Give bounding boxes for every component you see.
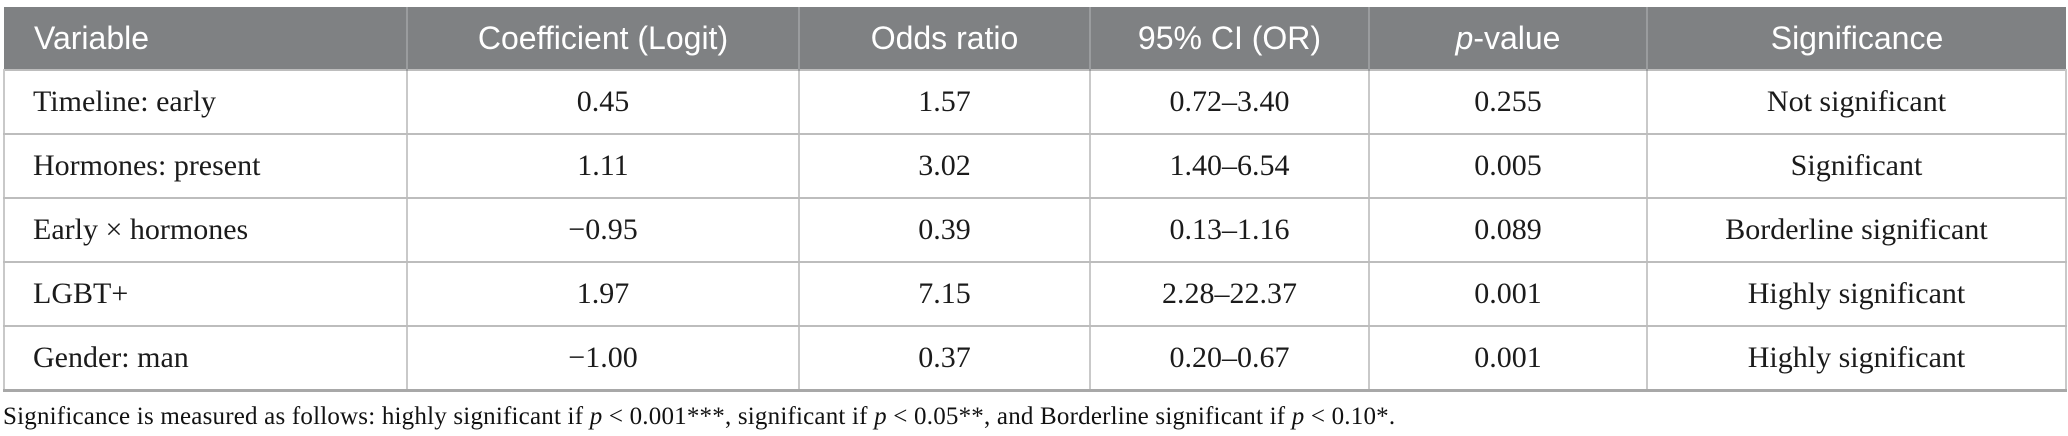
cell-ci: 1.40–6.54 — [1089, 133, 1370, 199]
cell-significance: Highly significant — [1646, 325, 2067, 392]
cell-p-value: 0.089 — [1368, 197, 1648, 263]
column-header-ci: 95% CI (OR) — [1089, 7, 1369, 70]
cell-variable: Timeline: early — [3, 69, 408, 135]
cell-coefficient: 1.11 — [406, 133, 800, 199]
logistic-regression-results-table: Variable Coefficient (Logit) Odds ratio … — [3, 7, 2067, 392]
column-header-p-value: p-value — [1368, 7, 1647, 70]
cell-variable: Gender: man — [3, 325, 408, 392]
cell-odds-ratio: 1.57 — [798, 69, 1091, 135]
p-value-italic-p: p — [1455, 19, 1474, 56]
column-header-variable: Variable — [4, 7, 407, 70]
table-row: Early × hormones −0.95 0.39 0.13–1.16 0.… — [3, 197, 2067, 263]
cell-coefficient: −0.95 — [406, 197, 800, 263]
table-row: Hormones: present 1.11 3.02 1.40–6.54 0.… — [3, 133, 2067, 199]
cell-ci: 0.72–3.40 — [1089, 69, 1370, 135]
cell-ci: 0.13–1.16 — [1089, 197, 1370, 263]
cell-significance: Borderline significant — [1646, 197, 2067, 263]
footnote-text: < 0.10*. — [1304, 403, 1396, 430]
cell-variable: Early × hormones — [3, 197, 408, 263]
table-header-row: Variable Coefficient (Logit) Odds ratio … — [4, 7, 2066, 70]
cell-p-value: 0.001 — [1368, 261, 1648, 327]
p-value-suffix: -value — [1473, 19, 1561, 56]
footnote-text: < 0.001***, significant if — [602, 403, 875, 430]
cell-coefficient: 0.45 — [406, 69, 800, 135]
cell-odds-ratio: 0.37 — [798, 325, 1091, 392]
cell-significance: Highly significant — [1646, 261, 2067, 327]
cell-coefficient: −1.00 — [406, 325, 800, 392]
cell-p-value: 0.255 — [1368, 69, 1648, 135]
table-row: Timeline: early 0.45 1.57 0.72–3.40 0.25… — [3, 69, 2067, 135]
footnote-italic-p: p — [874, 403, 887, 430]
cell-odds-ratio: 7.15 — [798, 261, 1091, 327]
column-header-significance: Significance — [1646, 7, 2066, 70]
cell-significance: Not significant — [1646, 69, 2067, 135]
column-header-coefficient: Coefficient (Logit) — [406, 7, 799, 70]
cell-variable: Hormones: present — [3, 133, 408, 199]
cell-p-value: 0.001 — [1368, 325, 1648, 392]
cell-ci: 0.20–0.67 — [1089, 325, 1370, 392]
footnote-italic-p: p — [589, 403, 603, 430]
column-header-odds-ratio: Odds ratio — [798, 7, 1090, 70]
cell-odds-ratio: 3.02 — [798, 133, 1091, 199]
cell-odds-ratio: 0.39 — [798, 197, 1091, 263]
footnote-text: Significance is measured as follows: hig… — [3, 403, 590, 430]
significance-footnote: Significance is measured as follows: hig… — [3, 403, 2068, 431]
cell-significance: Significant — [1646, 133, 2067, 199]
cell-coefficient: 1.97 — [406, 261, 800, 327]
cell-variable: LGBT+ — [3, 261, 408, 327]
footnote-text: < 0.05**, and Borderline significant if — [886, 403, 1292, 430]
cell-p-value: 0.005 — [1368, 133, 1648, 199]
table-row: Gender: man −1.00 0.37 0.20–0.67 0.001 H… — [3, 325, 2067, 392]
table-row: LGBT+ 1.97 7.15 2.28–22.37 0.001 Highly … — [3, 261, 2067, 327]
footnote-italic-p: p — [1291, 403, 1305, 430]
cell-ci: 2.28–22.37 — [1089, 261, 1370, 327]
